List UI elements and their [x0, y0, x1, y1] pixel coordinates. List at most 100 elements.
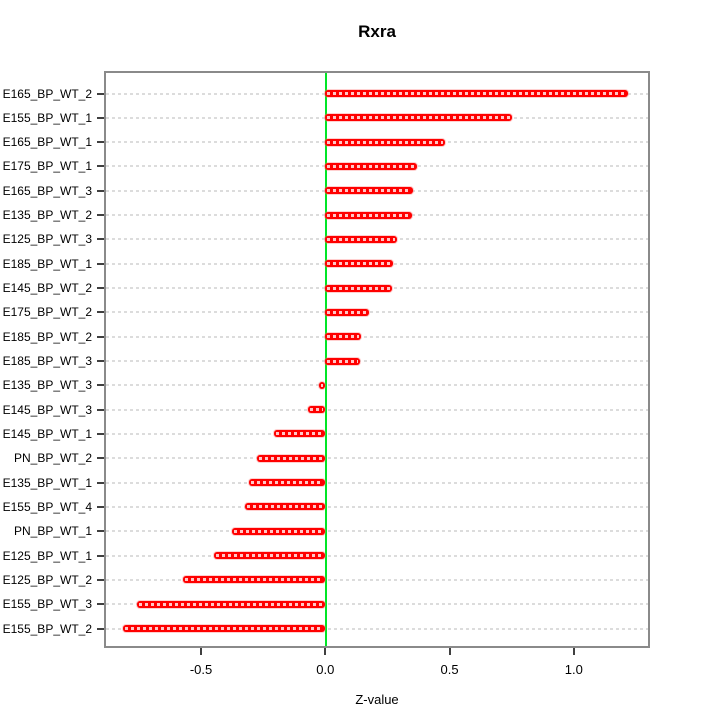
bar-e155_bp_wt_1 — [325, 114, 512, 122]
row-dotted-line — [106, 554, 648, 557]
y-axis-tick — [97, 238, 104, 241]
y-axis-label-pn_bp_wt_2: PN_BP_WT_2 — [13, 451, 92, 466]
x-axis-tick — [324, 648, 327, 655]
bar-dash-texture — [139, 602, 324, 606]
bar-dash-texture — [327, 213, 410, 217]
y-axis-tick — [97, 408, 104, 411]
row-dotted-line — [106, 335, 648, 338]
row-dotted-line — [106, 505, 648, 508]
x-axis-tick — [200, 648, 203, 655]
y-axis-label-e175_bp_wt_2: E175_BP_WT_2 — [2, 305, 92, 320]
bar-dash-texture — [276, 432, 324, 436]
row-dotted-line — [106, 408, 648, 411]
bar-e185_bp_wt_3 — [325, 357, 360, 365]
y-axis-tick — [97, 287, 104, 290]
bar-dash-texture — [327, 262, 392, 266]
bar-e165_bp_wt_2 — [325, 90, 629, 97]
y-axis-label-e135_bp_wt_2: E135_BP_WT_2 — [2, 208, 92, 223]
y-axis-tick — [97, 360, 104, 363]
row-dotted-line — [106, 530, 648, 533]
bar-e125_bp_wt_2 — [182, 576, 326, 584]
y-axis-label-e155_bp_wt_2: E155_BP_WT_2 — [2, 621, 92, 636]
bar-pn_bp_wt_2 — [256, 454, 326, 462]
row-dotted-line — [106, 627, 648, 630]
y-axis-label-e135_bp_wt_3: E135_BP_WT_3 — [2, 378, 92, 393]
y-axis-label-e135_bp_wt_1: E135_BP_WT_1 — [2, 475, 92, 490]
y-axis-label-e165_bp_wt_1: E165_BP_WT_1 — [2, 135, 92, 150]
bar-dash-texture — [327, 359, 358, 363]
bar-dash-texture — [327, 310, 368, 314]
row-dotted-line — [106, 603, 648, 606]
bar-e165_bp_wt_1 — [325, 138, 445, 146]
bar-e145_bp_wt_2 — [325, 284, 392, 292]
row-dotted-line — [106, 578, 648, 581]
bar-e155_bp_wt_4 — [245, 503, 326, 511]
bar-dash-texture — [327, 164, 416, 168]
y-axis-label-e185_bp_wt_2: E185_BP_WT_2 — [2, 329, 92, 344]
y-axis-tick — [97, 432, 104, 435]
bar-dash-texture — [309, 408, 324, 412]
bar-dash-texture — [216, 554, 324, 558]
y-axis-tick — [97, 141, 104, 144]
bar-e165_bp_wt_3 — [325, 187, 414, 195]
y-axis-label-e125_bp_wt_2: E125_BP_WT_2 — [2, 572, 92, 587]
bar-dash-texture — [251, 481, 324, 485]
plot-canvas — [106, 73, 648, 646]
row-dotted-line — [106, 481, 648, 484]
x-axis-tick — [572, 648, 575, 655]
x-axis-tick — [448, 648, 451, 655]
y-axis-label-e165_bp_wt_2: E165_BP_WT_2 — [2, 86, 92, 101]
y-axis-tick — [97, 530, 104, 533]
bar-e125_bp_wt_3 — [325, 235, 398, 243]
y-axis-tick — [97, 189, 104, 192]
y-axis-tick — [97, 457, 104, 460]
bar-dash-texture — [125, 627, 324, 631]
y-axis-tick — [97, 311, 104, 314]
x-tick-label-0.5: 0.5 — [440, 662, 459, 677]
row-dotted-line — [106, 384, 648, 387]
bar-dash-texture — [327, 189, 412, 193]
bar-e175_bp_wt_2 — [325, 308, 370, 316]
bar-e155_bp_wt_2 — [123, 625, 326, 633]
bar-dash-texture — [327, 335, 360, 339]
y-axis-label-e125_bp_wt_1: E125_BP_WT_1 — [2, 548, 92, 563]
y-axis-tick — [97, 554, 104, 557]
x-tick-label-1.0: 1.0 — [564, 662, 583, 677]
y-axis-tick — [97, 603, 104, 606]
y-axis-label-e145_bp_wt_3: E145_BP_WT_3 — [2, 402, 92, 417]
bar-dash-texture — [184, 578, 324, 582]
bar-e145_bp_wt_1 — [274, 430, 326, 438]
y-axis-tick — [97, 384, 104, 387]
bar-e185_bp_wt_1 — [325, 260, 394, 268]
bar-dash-texture — [327, 140, 443, 144]
bar-e145_bp_wt_3 — [307, 406, 326, 414]
y-axis-tick — [97, 116, 104, 119]
bar-e175_bp_wt_1 — [325, 162, 418, 170]
y-axis-label-e155_bp_wt_4: E155_BP_WT_4 — [2, 499, 92, 514]
y-axis-label-e145_bp_wt_2: E145_BP_WT_2 — [2, 281, 92, 296]
bar-pn_bp_wt_1 — [231, 527, 326, 535]
bar-e135_bp_wt_1 — [249, 479, 326, 487]
chart-title: Rxra — [358, 22, 396, 41]
row-dotted-line — [106, 432, 648, 435]
bar-e125_bp_wt_1 — [214, 552, 326, 560]
bar-dash-texture — [233, 529, 324, 533]
bar-dash-texture — [327, 237, 396, 241]
y-axis-tick — [97, 335, 104, 338]
y-axis-label-e185_bp_wt_3: E185_BP_WT_3 — [2, 354, 92, 369]
row-dotted-line — [106, 311, 648, 314]
bar-e135_bp_wt_2 — [325, 211, 412, 219]
x-tick-label--0.5: -0.5 — [189, 662, 213, 677]
x-tick-label-0.0: 0.0 — [316, 662, 335, 677]
y-axis-tick — [97, 165, 104, 168]
y-axis-label-e185_bp_wt_1: E185_BP_WT_1 — [2, 256, 92, 271]
bar-dash-texture — [258, 456, 324, 460]
bar-e155_bp_wt_3 — [137, 600, 326, 608]
y-axis-label-e155_bp_wt_1: E155_BP_WT_1 — [2, 110, 92, 125]
y-axis-tick — [97, 262, 104, 265]
row-dotted-line — [106, 457, 648, 460]
bar-dash-texture — [327, 92, 627, 95]
y-axis-label-pn_bp_wt_1: PN_BP_WT_1 — [13, 524, 92, 539]
y-axis-tick — [97, 214, 104, 217]
